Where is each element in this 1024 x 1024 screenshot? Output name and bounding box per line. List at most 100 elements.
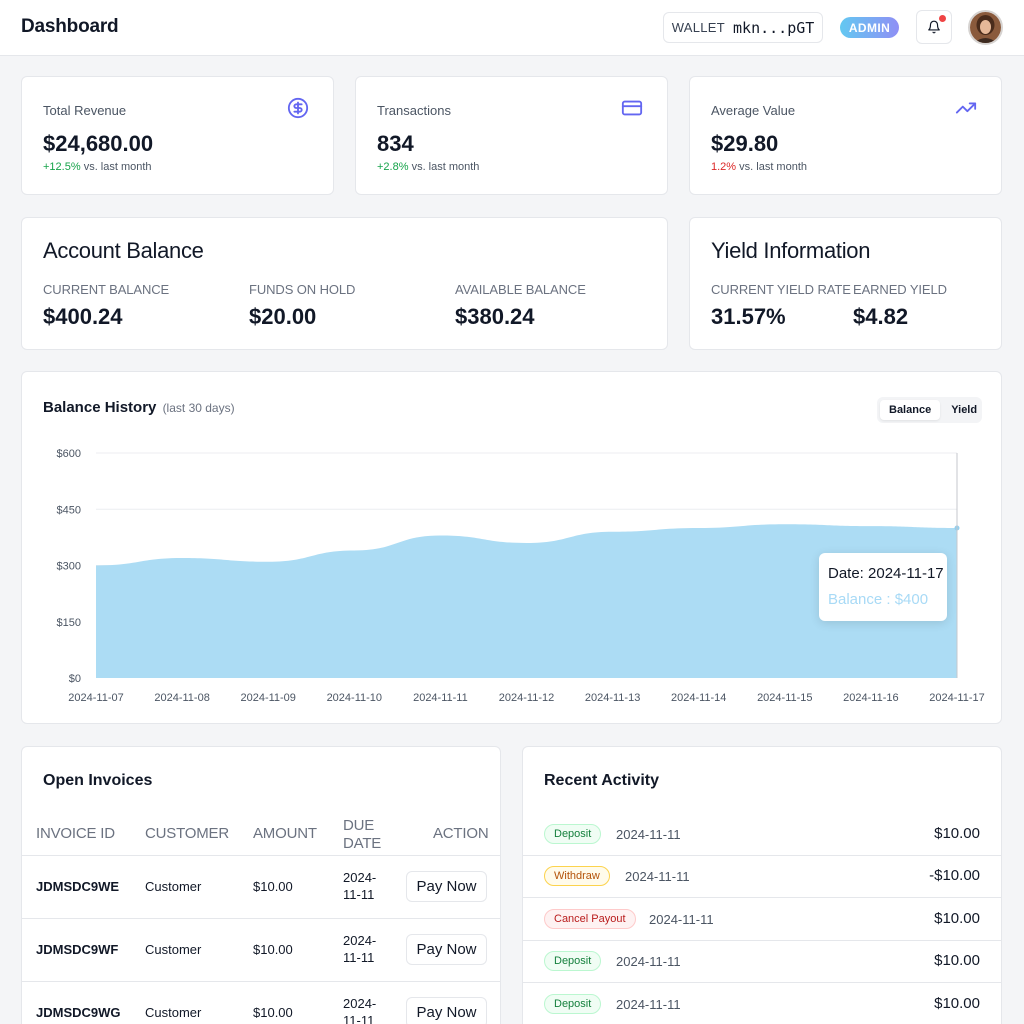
activity-type-badge: Cancel Payout	[544, 909, 636, 929]
row-divider	[22, 981, 500, 982]
average-value-card: Average Value $29.80 1.2% vs. last month	[689, 76, 1002, 195]
column-header-customer: CUSTOMER	[145, 825, 229, 842]
activity-type-badge: Deposit	[544, 951, 602, 971]
activity-date: 2024-11-11	[616, 827, 681, 842]
row-divider	[22, 918, 500, 919]
stat-change-text: vs. last month	[83, 161, 152, 173]
due-date-part-1: 2024-	[343, 996, 377, 1011]
row-divider	[523, 982, 1001, 983]
due-date-part-2: 11-11	[343, 1013, 375, 1024]
activity-type-badge: Withdraw	[544, 866, 610, 886]
chart-title: Balance History (last 30 days)	[43, 399, 235, 416]
invoice-due-date: 2024- 11-11	[343, 932, 376, 966]
activity-amount: $10.00	[934, 910, 980, 927]
toggle-yield-button[interactable]: Yield	[951, 404, 978, 416]
chart-title-text: Balance History	[43, 399, 157, 416]
invoice-id: JDMSDC9WG	[36, 1005, 121, 1020]
x-tick-label: 2024-11-16	[843, 692, 898, 704]
activity-type-badge: Deposit	[544, 824, 602, 844]
activity-date: 2024-11-11	[616, 997, 681, 1012]
column-header-action: ACTION	[433, 825, 489, 842]
account-balance-title: Account Balance	[43, 238, 204, 263]
stat-label: Transactions	[377, 103, 451, 118]
activity-type-badge: Deposit	[544, 994, 602, 1014]
invoice-customer: Customer	[145, 1005, 202, 1020]
invoice-customer: Customer	[145, 879, 202, 894]
yield-information-title: Yield Information	[711, 238, 871, 263]
y-tick-label: $0	[69, 673, 81, 685]
due-date-part-1: 2024-	[343, 870, 377, 885]
invoice-due-date: 2024- 11-11	[343, 995, 376, 1024]
role-badge: ADMIN	[840, 17, 899, 38]
activity-date: 2024-11-11	[649, 912, 714, 927]
chart-tooltip: Date: 2024-11-17 Balance : $400	[819, 553, 947, 621]
stat-change: 1.2% vs. last month	[711, 161, 807, 173]
column-header-amount: AMOUNT	[253, 825, 317, 842]
credit-card-icon	[621, 100, 643, 116]
wallet-address: mkn...pGT	[733, 18, 815, 37]
pay-now-button[interactable]: Pay Now	[406, 997, 487, 1024]
y-tick-label: $150	[57, 617, 81, 629]
due-date-part-1: 2024-	[343, 933, 377, 948]
yield-information-card: Yield Information CURRENT YIELD RATE 31.…	[689, 217, 1002, 350]
chart-subtitle: (last 30 days)	[162, 401, 235, 415]
stat-value: $29.80	[711, 131, 779, 156]
invoice-id: JDMSDC9WE	[36, 879, 120, 894]
notifications-button[interactable]	[916, 10, 952, 44]
chart-toggle: Balance Yield	[877, 397, 982, 423]
x-tick-label: 2024-11-08	[154, 692, 209, 704]
tooltip-balance: Balance : $400	[828, 591, 929, 608]
earned-yield-value: $4.82	[853, 304, 909, 329]
x-tick-label: 2024-11-12	[499, 692, 554, 704]
toggle-balance-button[interactable]: Balance	[880, 400, 941, 420]
x-tick-label: 2024-11-13	[585, 692, 640, 704]
due-date-part-2: 11-11	[343, 887, 375, 902]
balance-area-chart[interactable]: $0 $150 $300 $450 $600 2024-11-07 2024-11-08 20…	[22, 372, 1003, 725]
recent-activity-card: Recent Activity Deposit 2024-11-11 $10.0…	[522, 746, 1002, 1024]
stat-label: Average Value	[711, 103, 796, 118]
stat-change-percent: +2.8%	[377, 161, 409, 173]
column-header-due-date: DUE DATE	[343, 817, 381, 853]
recent-activity-title: Recent Activity	[544, 772, 659, 789]
activity-date: 2024-11-11	[616, 954, 681, 969]
pay-now-button[interactable]: Pay Now	[406, 871, 487, 902]
stat-change: +2.8% vs. last month	[377, 161, 479, 173]
balance-area	[96, 524, 957, 678]
stat-value: $24,680.00	[43, 131, 154, 156]
stat-change-percent: 1.2%	[711, 161, 737, 173]
trending-up-icon	[955, 102, 977, 114]
invoice-id: JDMSDC9WF	[36, 942, 119, 957]
row-divider	[523, 855, 1001, 856]
invoice-amount: $10.00	[253, 1005, 293, 1020]
stat-value: 834	[377, 131, 414, 156]
open-invoices-card: Open Invoices INVOICE ID CUSTOMER AMOUNT…	[21, 746, 501, 1024]
stat-change: +12.5% vs. last month	[43, 161, 152, 173]
x-tick-label: 2024-11-17	[929, 692, 984, 704]
due-date-line-1: DUE	[343, 817, 375, 834]
header-divider	[22, 855, 500, 856]
balance-history-card: Balance History (last 30 days) Balance Y…	[21, 371, 1002, 724]
current-balance-label: CURRENT BALANCE	[43, 282, 170, 297]
notification-dot	[939, 15, 946, 22]
y-tick-label: $600	[57, 448, 81, 460]
avatar-image	[970, 12, 1001, 43]
top-bar: Dashboard WALLET mkn...pGT ADMIN	[0, 0, 1024, 56]
account-balance-card: Account Balance CURRENT BALANCE $400.24 …	[21, 217, 668, 350]
current-yield-rate-value: 31.57%	[711, 304, 786, 329]
x-tick-label: 2024-11-15	[757, 692, 812, 704]
x-tick-label: 2024-11-14	[671, 692, 726, 704]
wallet-address-button[interactable]: WALLET mkn...pGT	[663, 12, 823, 43]
total-revenue-card: Total Revenue $24,680.00 +12.5% vs. last…	[21, 76, 334, 195]
activity-amount: $10.00	[934, 825, 980, 842]
pay-now-button[interactable]: Pay Now	[406, 934, 487, 965]
current-balance-value: $400.24	[43, 304, 123, 329]
user-avatar[interactable]	[968, 10, 1003, 45]
invoice-due-date: 2024- 11-11	[343, 869, 376, 903]
wallet-label: WALLET	[671, 20, 726, 35]
column-header-invoice-id: INVOICE ID	[36, 825, 115, 842]
y-tick-label: $450	[57, 504, 81, 516]
available-balance-value: $380.24	[455, 304, 535, 329]
stat-change-percent: +12.5%	[43, 161, 81, 173]
bell-icon	[928, 20, 940, 34]
current-yield-rate-label: CURRENT YIELD RATE	[711, 282, 851, 297]
